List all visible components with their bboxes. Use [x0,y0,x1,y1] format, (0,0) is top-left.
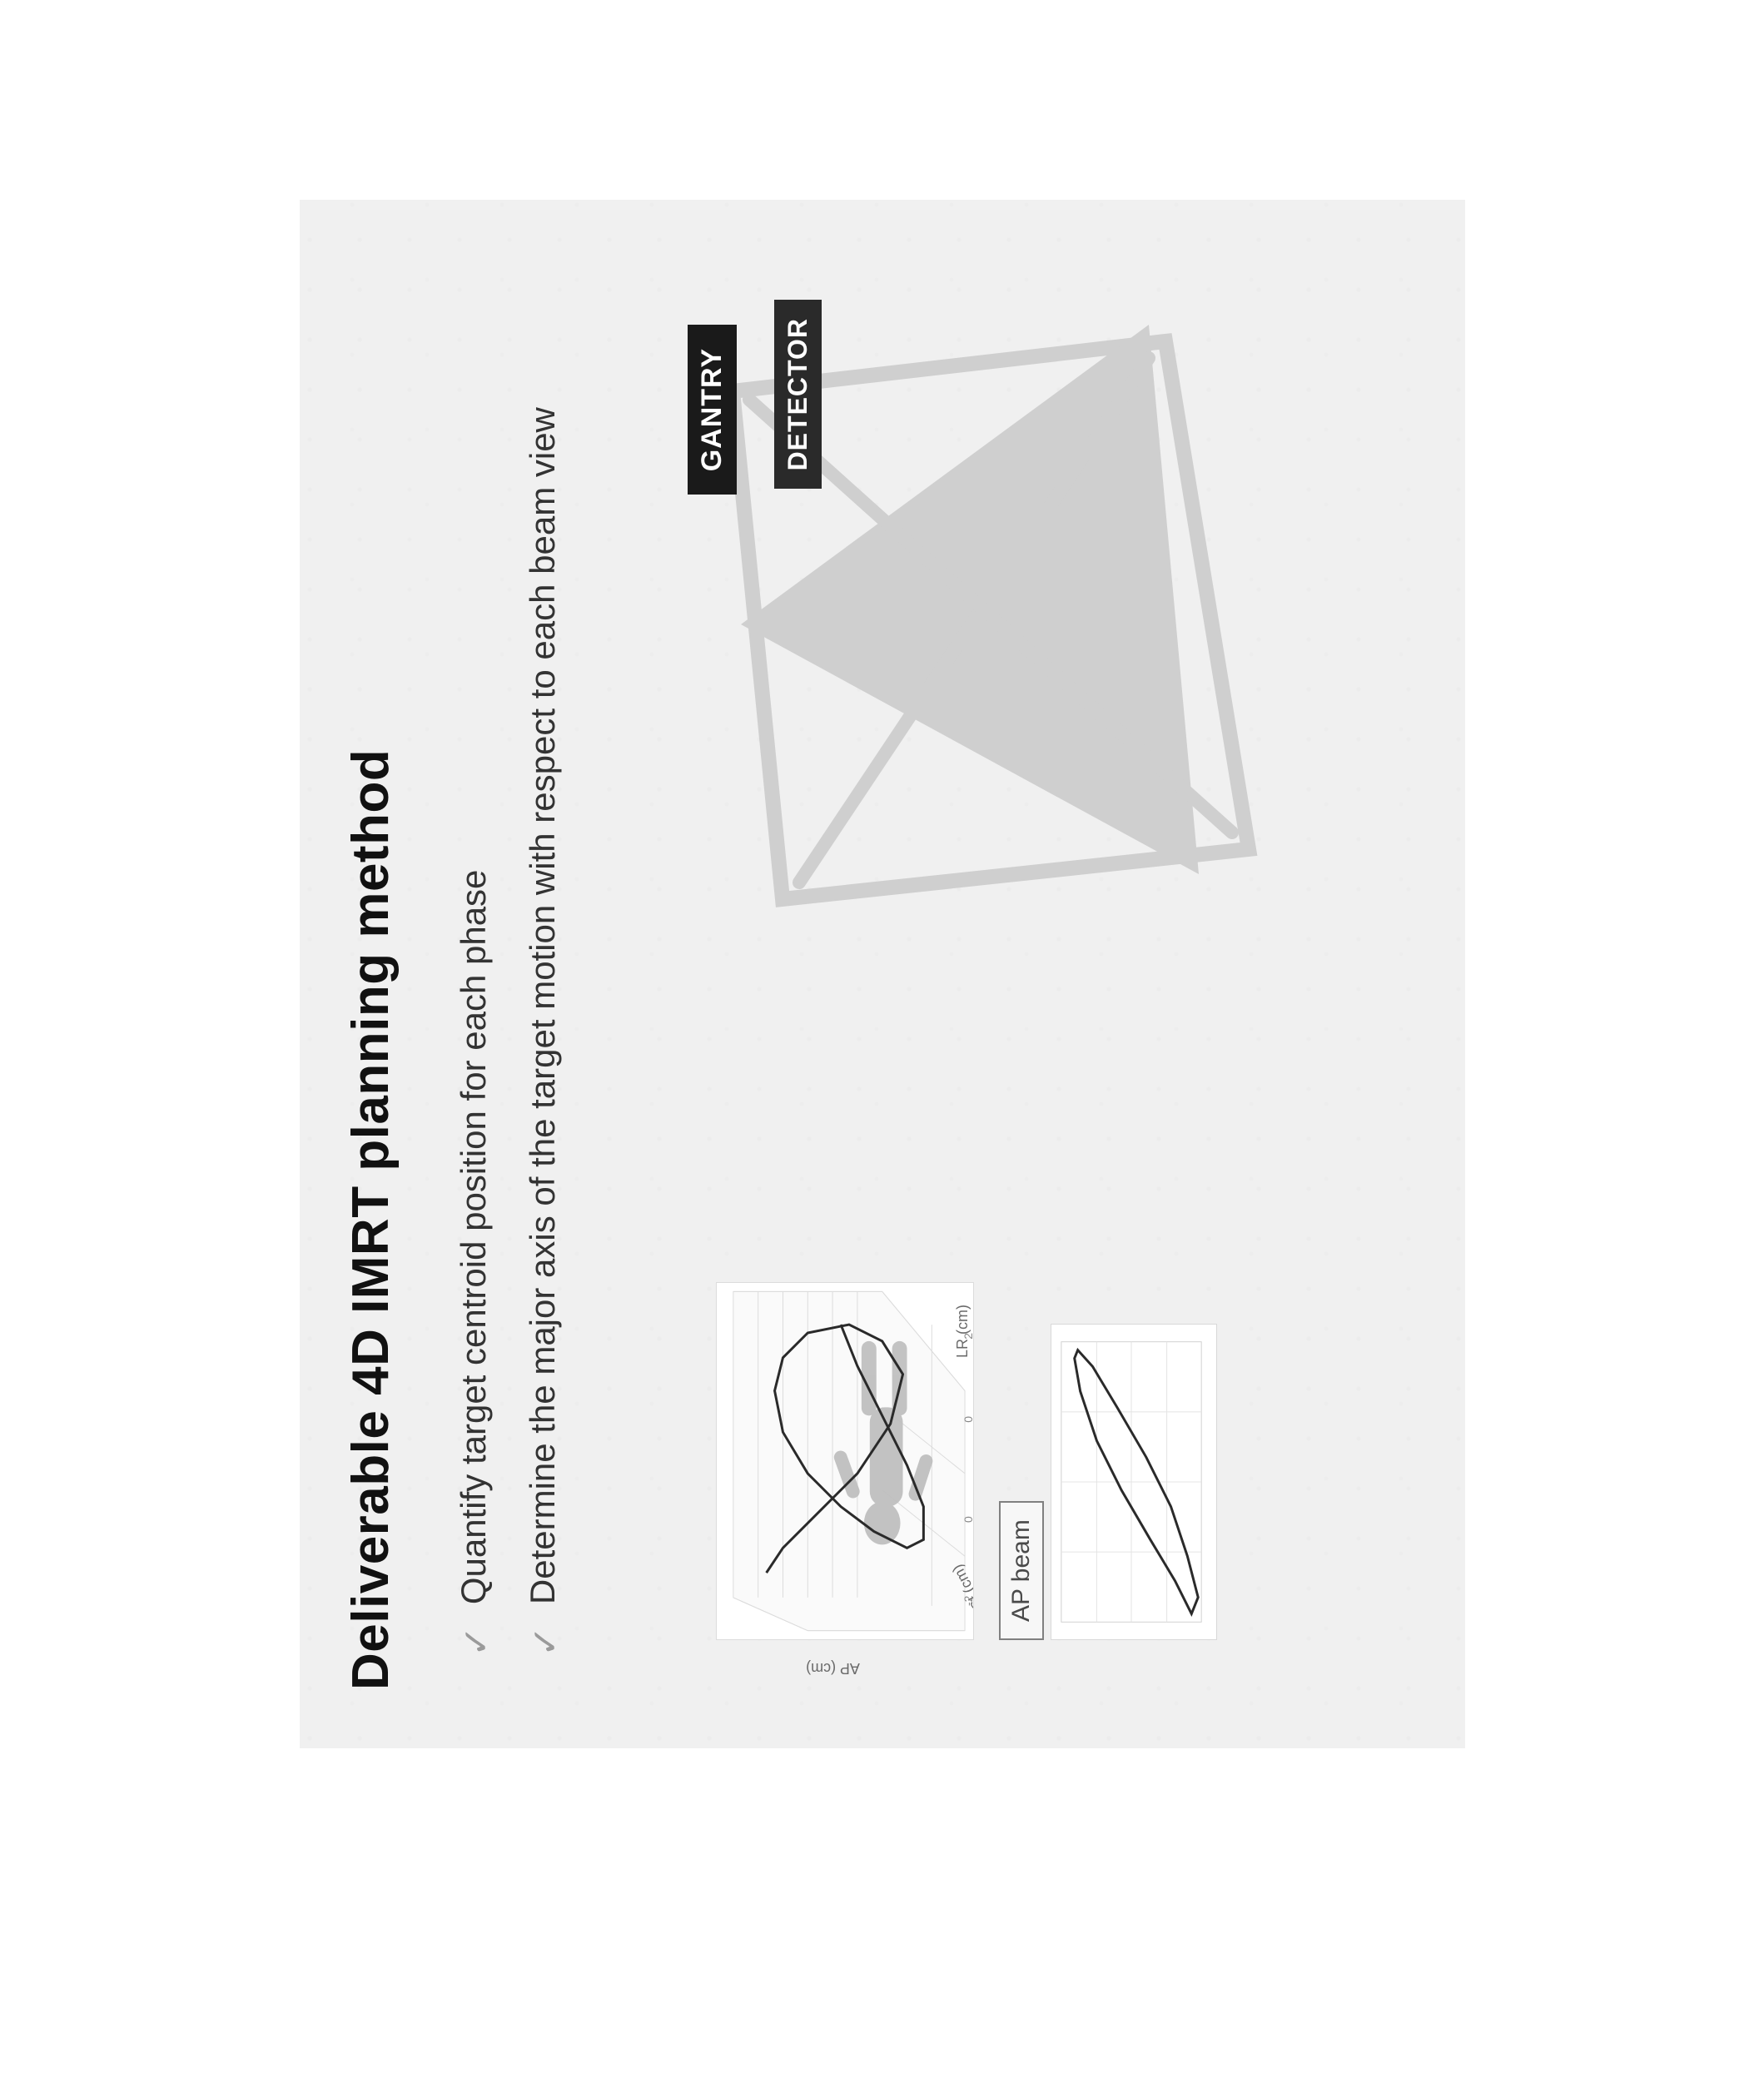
axis-label-lr: LR (cm) [954,1305,971,1358]
chart-3d-svg [717,1283,973,1639]
tick: 2 [962,1333,974,1340]
ap-beam-label: AP beam [999,1501,1044,1640]
charts-column: AP (cm) [716,1207,1217,1640]
chart-3d-trajectory: 0.5 0 -0.5 -1 -1.5 -2 -2.5 SI (cm) LR (c… [716,1282,974,1640]
bullet-text: Determine the major axis of the target m… [519,407,567,1604]
checkmark-icon: ✓ [452,1626,501,1657]
bullet-list: ✓ Quantify target centroid position for … [450,258,571,1657]
bullet-text: Quantify target centroid position for ea… [450,870,498,1605]
slide: Deliverable 4D IMRT planning method ✓ Qu… [300,200,1465,1748]
chart-2d-wrap: AP beam [999,1207,1217,1640]
page: Deliverable 4D IMRT planning method ✓ Qu… [0,0,1764,2083]
tick: 0 [962,1416,974,1423]
bullet-item: ✓ Quantify target centroid position for … [450,258,501,1657]
tick: 0 [962,1516,974,1523]
tick: -2 [962,1596,974,1606]
bullet-item: ✓ Determine the major axis of the target… [519,258,570,1657]
axis-label-ap: AP (cm) [806,1659,860,1677]
slide-title: Deliverable 4D IMRT planning method [341,258,400,1690]
chart-2d-projection [1051,1324,1217,1640]
detector-label: DETECTOR [774,300,822,489]
content-row: AP (cm) [683,258,1415,1690]
slide-rotated-container: Deliverable 4D IMRT planning method ✓ Qu… [300,200,1465,1748]
gantry-diagram: GANTRY DETECTOR [683,291,1315,974]
checkmark-icon: ✓ [521,1626,570,1657]
chart-2d-svg [1051,1325,1216,1639]
gantry-label: GANTRY [688,325,737,495]
